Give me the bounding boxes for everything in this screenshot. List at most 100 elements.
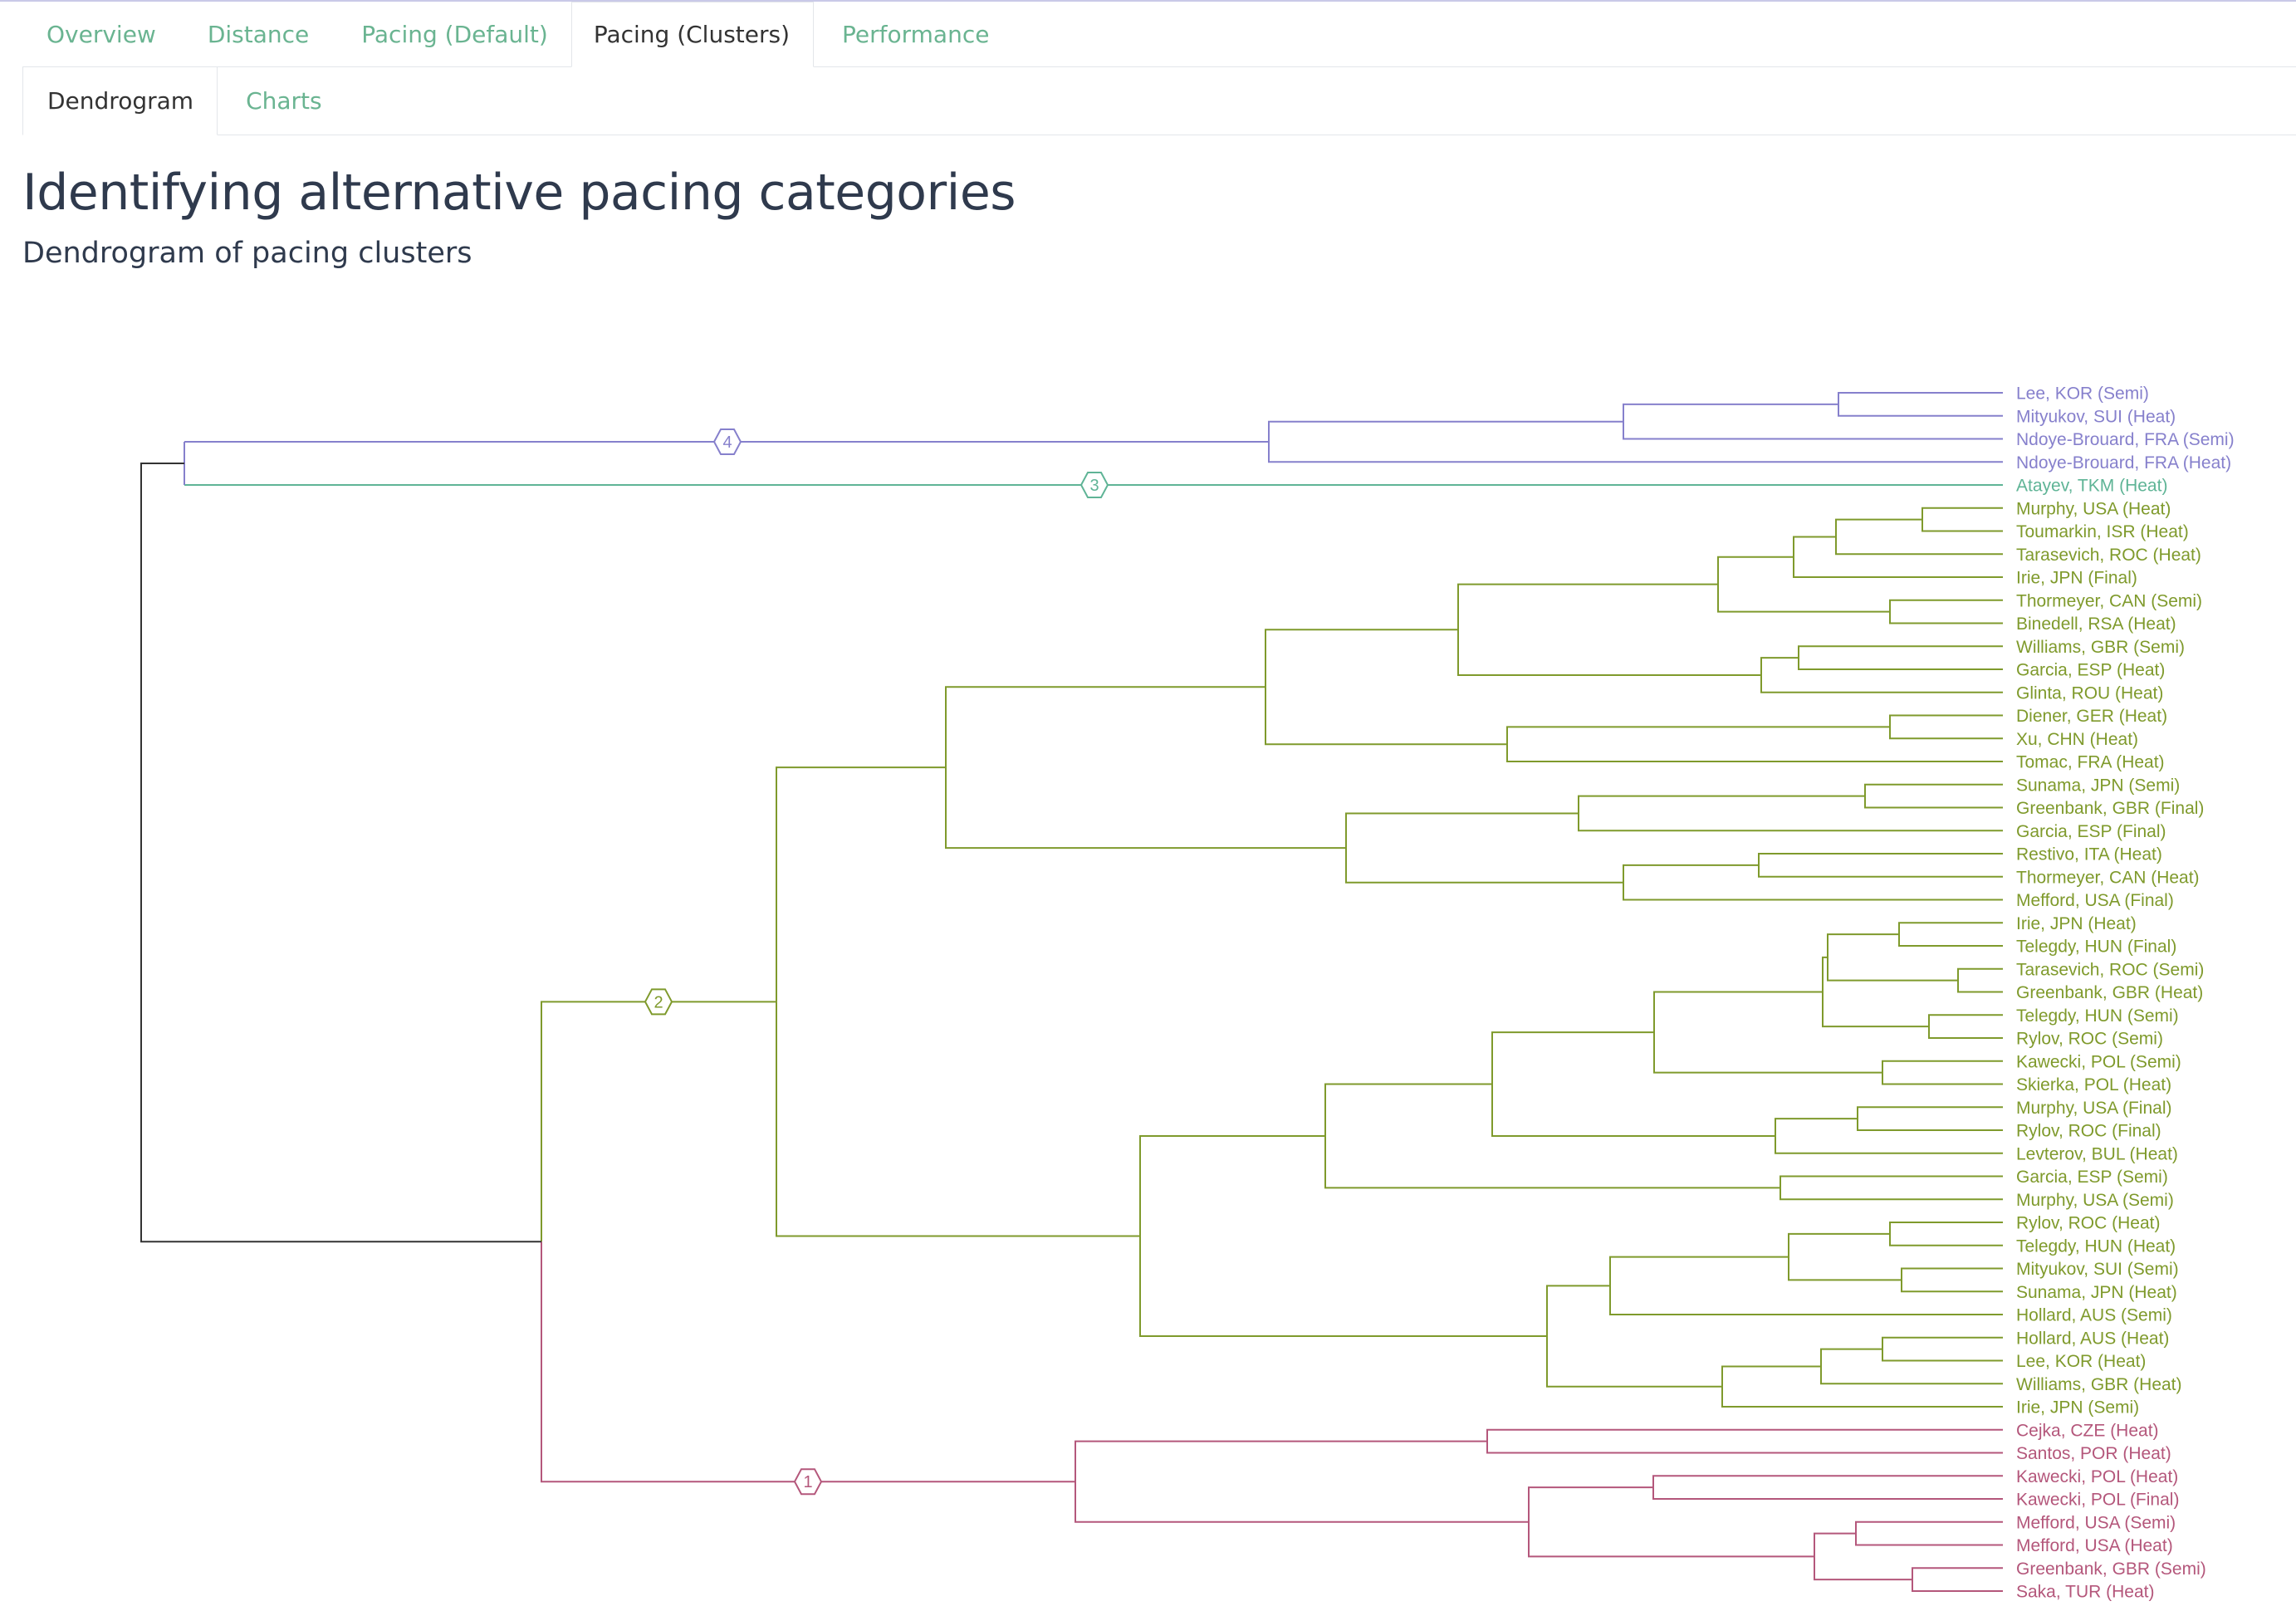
cluster-2-branch: [1775, 1118, 2003, 1154]
leaf-label: Irie, JPN (Heat): [2016, 914, 2137, 933]
cluster-2-branch: [1820, 1348, 2003, 1385]
cluster-1-stem: [541, 1241, 1075, 1483]
cluster-2-branch: [1882, 1336, 2003, 1362]
cluster-3-marker: [1079, 472, 1109, 498]
cluster-2-branch: [1898, 922, 2003, 947]
leaf-label: Saka, TUR (Heat): [2016, 1583, 2155, 1602]
cluster-2-branch: [1901, 1267, 2003, 1293]
cluster-2-branch: [1717, 556, 1890, 613]
page-subtitle: Dendrogram of pacing clusters: [22, 237, 472, 270]
cluster-2-branch: [776, 766, 1140, 1237]
cluster-2-branch: [1889, 714, 2003, 740]
leaf-label: Greenbank, GBR (Final): [2016, 799, 2204, 818]
leaf-label: Hollard, AUS (Semi): [2016, 1306, 2172, 1325]
leaf-label: Mityukov, SUI (Heat): [2016, 407, 2176, 426]
leaf-label: Mefford, USA (Semi): [2016, 1513, 2176, 1532]
cluster-2-branch: [1506, 726, 2003, 762]
leaf-label: Santos, POR (Heat): [2016, 1444, 2171, 1463]
cluster-2-branch: [1265, 629, 1507, 746]
leaf-label: Hollard, AUS (Heat): [2016, 1329, 2169, 1348]
leaf-label: Greenbank, GBR (Semi): [2016, 1560, 2206, 1579]
tab-charts[interactable]: Charts: [246, 86, 322, 115]
leaf-label: Tarasevich, ROC (Heat): [2016, 546, 2201, 565]
leaf-label: Diener, GER (Heat): [2016, 707, 2167, 726]
cluster-1-branch: [1814, 1532, 1912, 1581]
leaf-label: Restivo, ITA (Heat): [2016, 845, 2162, 864]
leaf-label: Rylov, ROC (Heat): [2016, 1214, 2160, 1233]
cluster-1-branch: [1912, 1567, 2003, 1592]
cluster-1-branch: [1528, 1486, 1814, 1558]
leaf-label: Rylov, ROC (Final): [2016, 1122, 2161, 1141]
cluster-2-branch: [1623, 864, 2003, 901]
leaf-label: Cejka, CZE (Heat): [2016, 1421, 2159, 1440]
leaf-label: Kawecki, POL (Final): [2016, 1491, 2179, 1510]
cluster-4-branch: [1623, 403, 2003, 440]
cluster-2-branch: [1835, 518, 2003, 556]
leaf-label: Lee, KOR (Heat): [2016, 1352, 2146, 1371]
cluster-4-branch: [1268, 420, 2003, 463]
cluster-1-branch: [1855, 1520, 2003, 1546]
sub-tabs: Dendrogram Charts: [22, 66, 2296, 135]
cluster-2-branch: [1780, 1175, 2003, 1201]
leaf-label: Ndoye-Brouard, FRA (Heat): [2016, 453, 2231, 473]
leaf-label: Mefford, USA (Final): [2016, 891, 2174, 910]
cluster-2-number: 2: [654, 993, 663, 1011]
tab-performance[interactable]: Performance: [842, 20, 990, 48]
leaf-label: Sunama, JPN (Semi): [2016, 776, 2180, 795]
cluster-2-branch: [1822, 956, 1929, 1028]
leaf-label: Murphy, USA (Final): [2016, 1099, 2172, 1118]
leaf-label: Murphy, USA (Semi): [2016, 1191, 2174, 1210]
leaf-label: Irie, JPN (Semi): [2016, 1398, 2139, 1418]
leaf-label: Sunama, JPN (Heat): [2016, 1283, 2177, 1302]
cluster-2-branch: [945, 686, 1346, 850]
cluster-2-branch: [1324, 1083, 1780, 1189]
leaf-label: Garcia, ESP (Heat): [2016, 661, 2165, 680]
root-branch: [140, 462, 541, 1243]
leaf-label: Tarasevich, ROC (Semi): [2016, 960, 2204, 979]
tab-pacing-clusters[interactable]: Pacing (Clusters): [570, 2, 815, 67]
top-border: [0, 0, 2296, 2]
leaf-label: Atayev, TKM (Heat): [2016, 477, 2167, 496]
cluster-2-branch: [1857, 1106, 2003, 1131]
leaf-label: Telegdy, HUN (Heat): [2016, 1236, 2176, 1256]
cluster-2-branch: [1889, 599, 2003, 624]
cluster-2-branch: [1760, 657, 2003, 693]
cluster-2-branch: [1928, 1014, 2003, 1039]
cluster-1-number: 1: [803, 1473, 812, 1491]
leaf-label: Kawecki, POL (Heat): [2016, 1467, 2178, 1486]
cluster-2-branch: [1827, 933, 1958, 982]
cluster-2-branch: [1653, 991, 1882, 1074]
leaf-label: Xu, CHN (Heat): [2016, 730, 2138, 749]
cluster-2-branch: [1721, 1365, 2003, 1408]
tab-overview[interactable]: Overview: [47, 20, 156, 48]
cluster-1-branch: [1075, 1440, 1529, 1523]
leaf-label: Garcia, ESP (Semi): [2016, 1168, 2168, 1187]
cluster-2-branch: [1957, 967, 2003, 993]
cluster-2-branch: [1491, 1031, 1775, 1137]
tab-dendrogram[interactable]: Dendrogram: [22, 66, 218, 135]
cluster-2-branch: [1921, 507, 2003, 532]
leaf-label: Mefford, USA (Heat): [2016, 1536, 2173, 1555]
cluster-4-marker: [712, 428, 742, 455]
leaf-label: Irie, JPN (Final): [2016, 569, 2137, 588]
leaf-label: Lee, KOR (Semi): [2016, 384, 2149, 404]
cluster-2-branch: [1882, 1060, 2003, 1085]
main-tabs: Overview Distance Pacing (Default) Pacin…: [22, 2, 2296, 67]
cluster-2-branch: [1578, 795, 2003, 832]
leaf-label: Mityukov, SUI (Semi): [2016, 1260, 2179, 1279]
leaf-label: Levterov, BUL (Heat): [2016, 1144, 2178, 1163]
leaf-label: Rylov, ROC (Semi): [2016, 1030, 2163, 1049]
cluster-2-branch: [1889, 1222, 2003, 1246]
cluster-2-branch: [1546, 1285, 1722, 1388]
tab-distance[interactable]: Distance: [207, 20, 310, 48]
leaf-label: Toumarkin, ISR (Heat): [2016, 522, 2189, 541]
leaf-label: Telegdy, HUN (Semi): [2016, 1006, 2179, 1026]
leaf-label: Binedell, RSA (Heat): [2016, 615, 2176, 634]
cluster-1-branch: [1652, 1475, 2003, 1500]
tab-pacing-default[interactable]: Pacing (Default): [361, 20, 548, 48]
cluster-4-number: 4: [722, 433, 732, 452]
cluster-2-branch: [1864, 783, 2003, 809]
leaf-label: Glinta, ROU (Heat): [2016, 683, 2163, 703]
cluster-2-stem: [541, 1001, 776, 1242]
cluster-2-branch: [1793, 536, 2003, 578]
